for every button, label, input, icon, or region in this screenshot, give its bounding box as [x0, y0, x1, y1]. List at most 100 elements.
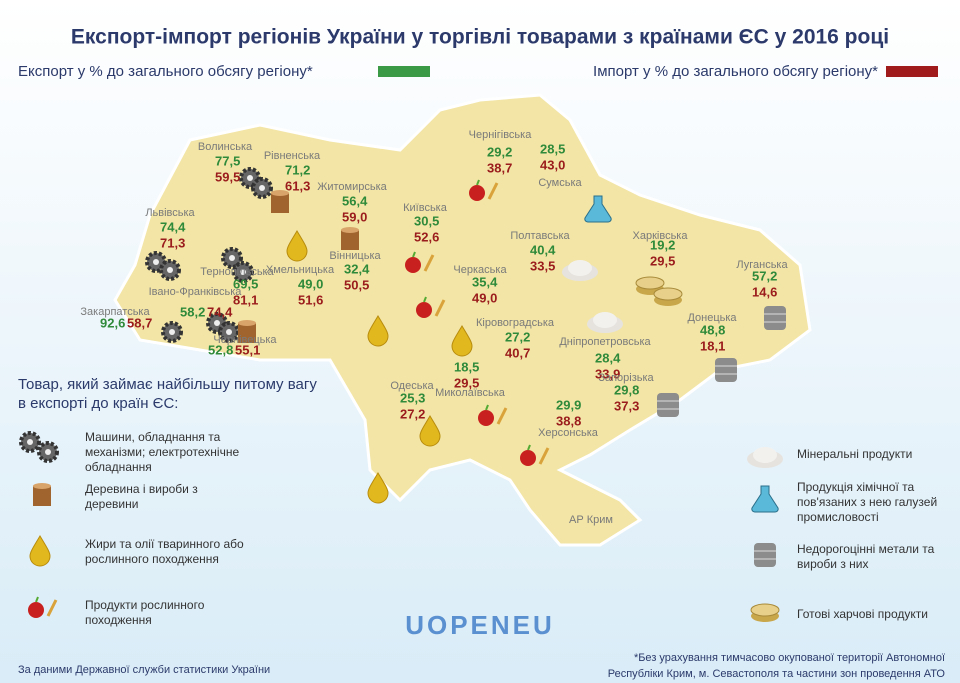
import-value: 37,3 [614, 398, 639, 413]
region-name: Полтавська [510, 230, 570, 242]
legend-import-swatch [886, 66, 938, 77]
region-name: Донецька [687, 312, 737, 324]
import-value: 59,0 [342, 209, 367, 224]
region-name: Чернігівська [469, 129, 533, 141]
region-name: Харківська [633, 230, 689, 242]
export-value: 32,4 [344, 261, 370, 276]
key-label: Машини, обладнання та [85, 430, 221, 444]
import-value: 51,6 [298, 292, 323, 307]
key-label: рослинного походження [85, 552, 219, 566]
region-name: Чернівецька [213, 334, 277, 346]
import-value: 59,5 [215, 169, 240, 184]
export-value: 58,2 [180, 304, 205, 319]
region-name: Хмельницька [266, 264, 335, 276]
source: За даними Державної служби статистики Ук… [18, 664, 270, 676]
region-name: Черкаська [453, 264, 507, 276]
export-value: 56,4 [342, 193, 368, 208]
export-value: 48,8 [700, 322, 725, 337]
import-value: 55,1 [235, 342, 260, 357]
key-label: Готові харчові продукти [797, 607, 928, 621]
region-name: Херсонська [538, 427, 599, 439]
import-value: 61,3 [285, 178, 310, 193]
key-label: Жири та олії тваринного або [85, 537, 244, 551]
import-value: 49,0 [472, 290, 497, 305]
key-title: в експорті до країн ЄС: [18, 395, 178, 412]
import-value: 27,2 [400, 406, 425, 421]
export-value: 25,3 [400, 390, 425, 405]
import-value: 52,6 [414, 229, 439, 244]
crimea-label: АР Крим [569, 514, 613, 526]
import-value: 58,7 [127, 315, 152, 330]
export-value: 74,4 [160, 219, 186, 234]
legend-import: Імпорт у % до загального обсягу регіону* [593, 63, 878, 80]
export-value: 52,8 [208, 342, 233, 357]
key-label: Недорогоцінні метали та [797, 542, 935, 556]
import-value: 14,6 [752, 284, 777, 299]
region-name: Київська [403, 202, 448, 214]
legend-export: Експорт у % до загального обсягу регіону… [18, 63, 313, 80]
import-value: 43,0 [540, 157, 565, 172]
import-value: 40,7 [505, 345, 530, 360]
region-name: Одеська [390, 380, 434, 392]
import-value: 38,7 [487, 160, 512, 175]
region-name: Львівська [145, 207, 195, 219]
region-name: Житомирська [317, 181, 387, 193]
key-label: Продукція хімічної та [797, 480, 914, 494]
region-name: Кіровоградська [476, 317, 555, 329]
region-name: Закарпатська [80, 306, 150, 318]
export-value: 49,0 [298, 276, 323, 291]
key-title: Товар, який займає найбільшу питому вагу [18, 376, 317, 393]
export-value: 19,2 [650, 237, 675, 252]
import-value: 29,5 [454, 375, 479, 390]
import-value: 50,5 [344, 277, 369, 292]
export-value: 71,2 [285, 162, 310, 177]
region-name: Сумська [538, 177, 582, 189]
export-value: 29,9 [556, 397, 581, 412]
key-label: походження [85, 613, 152, 627]
export-value: 29,8 [614, 382, 639, 397]
footnote: Республіки Крим, м. Севастополя та части… [608, 668, 946, 680]
export-value: 18,5 [454, 359, 479, 374]
import-value: 38,8 [556, 413, 581, 428]
export-value: 77,5 [215, 153, 240, 168]
export-value: 35,4 [472, 274, 498, 289]
export-value: 92,6 [100, 315, 125, 330]
key-label: Продукти рослинного [85, 598, 205, 612]
region-name: Луганська [736, 259, 788, 271]
title: Експорт-імпорт регіонів України у торгів… [71, 26, 889, 49]
region-name: Вінницька [329, 250, 381, 262]
key-label: вироби з них [797, 557, 869, 571]
export-value: 28,4 [595, 350, 621, 365]
legend-export-swatch [378, 66, 430, 77]
import-value: 71,3 [160, 235, 185, 250]
region-name: Івано-Франківська [149, 286, 243, 298]
region-name: Волинська [198, 141, 253, 153]
region-name: Тернопільська [200, 266, 274, 278]
logo: UOPENEU [405, 610, 555, 640]
key-label: обладнання [85, 460, 152, 474]
import-value: 33,5 [530, 258, 555, 273]
export-value: 30,5 [414, 213, 439, 228]
key-label: деревини [85, 497, 138, 511]
key-label: механізми; електротехнічне [85, 445, 239, 459]
key-label: пов'язаних з нею галузей [797, 495, 937, 509]
key-label: Мінеральні продукти [797, 447, 912, 461]
key-label: Деревина і вироби з [85, 482, 198, 496]
export-value: 27,2 [505, 329, 530, 344]
region-name: Запорізька [598, 372, 654, 384]
export-value: 40,4 [530, 242, 556, 257]
region-name: Дніпропетровська [559, 336, 651, 348]
export-value: 28,5 [540, 141, 565, 156]
export-value: 29,2 [487, 144, 512, 159]
region-name: Миколаївська [435, 387, 506, 399]
import-value: 33,9 [595, 366, 620, 381]
import-value: 29,5 [650, 253, 675, 268]
import-value: 18,1 [700, 338, 725, 353]
key-label: промисловості [797, 510, 879, 524]
export-value: 57,2 [752, 268, 777, 283]
region-name: Рівненська [264, 150, 321, 162]
import-value: 81,1 [233, 292, 258, 307]
export-value: 69,5 [233, 276, 258, 291]
